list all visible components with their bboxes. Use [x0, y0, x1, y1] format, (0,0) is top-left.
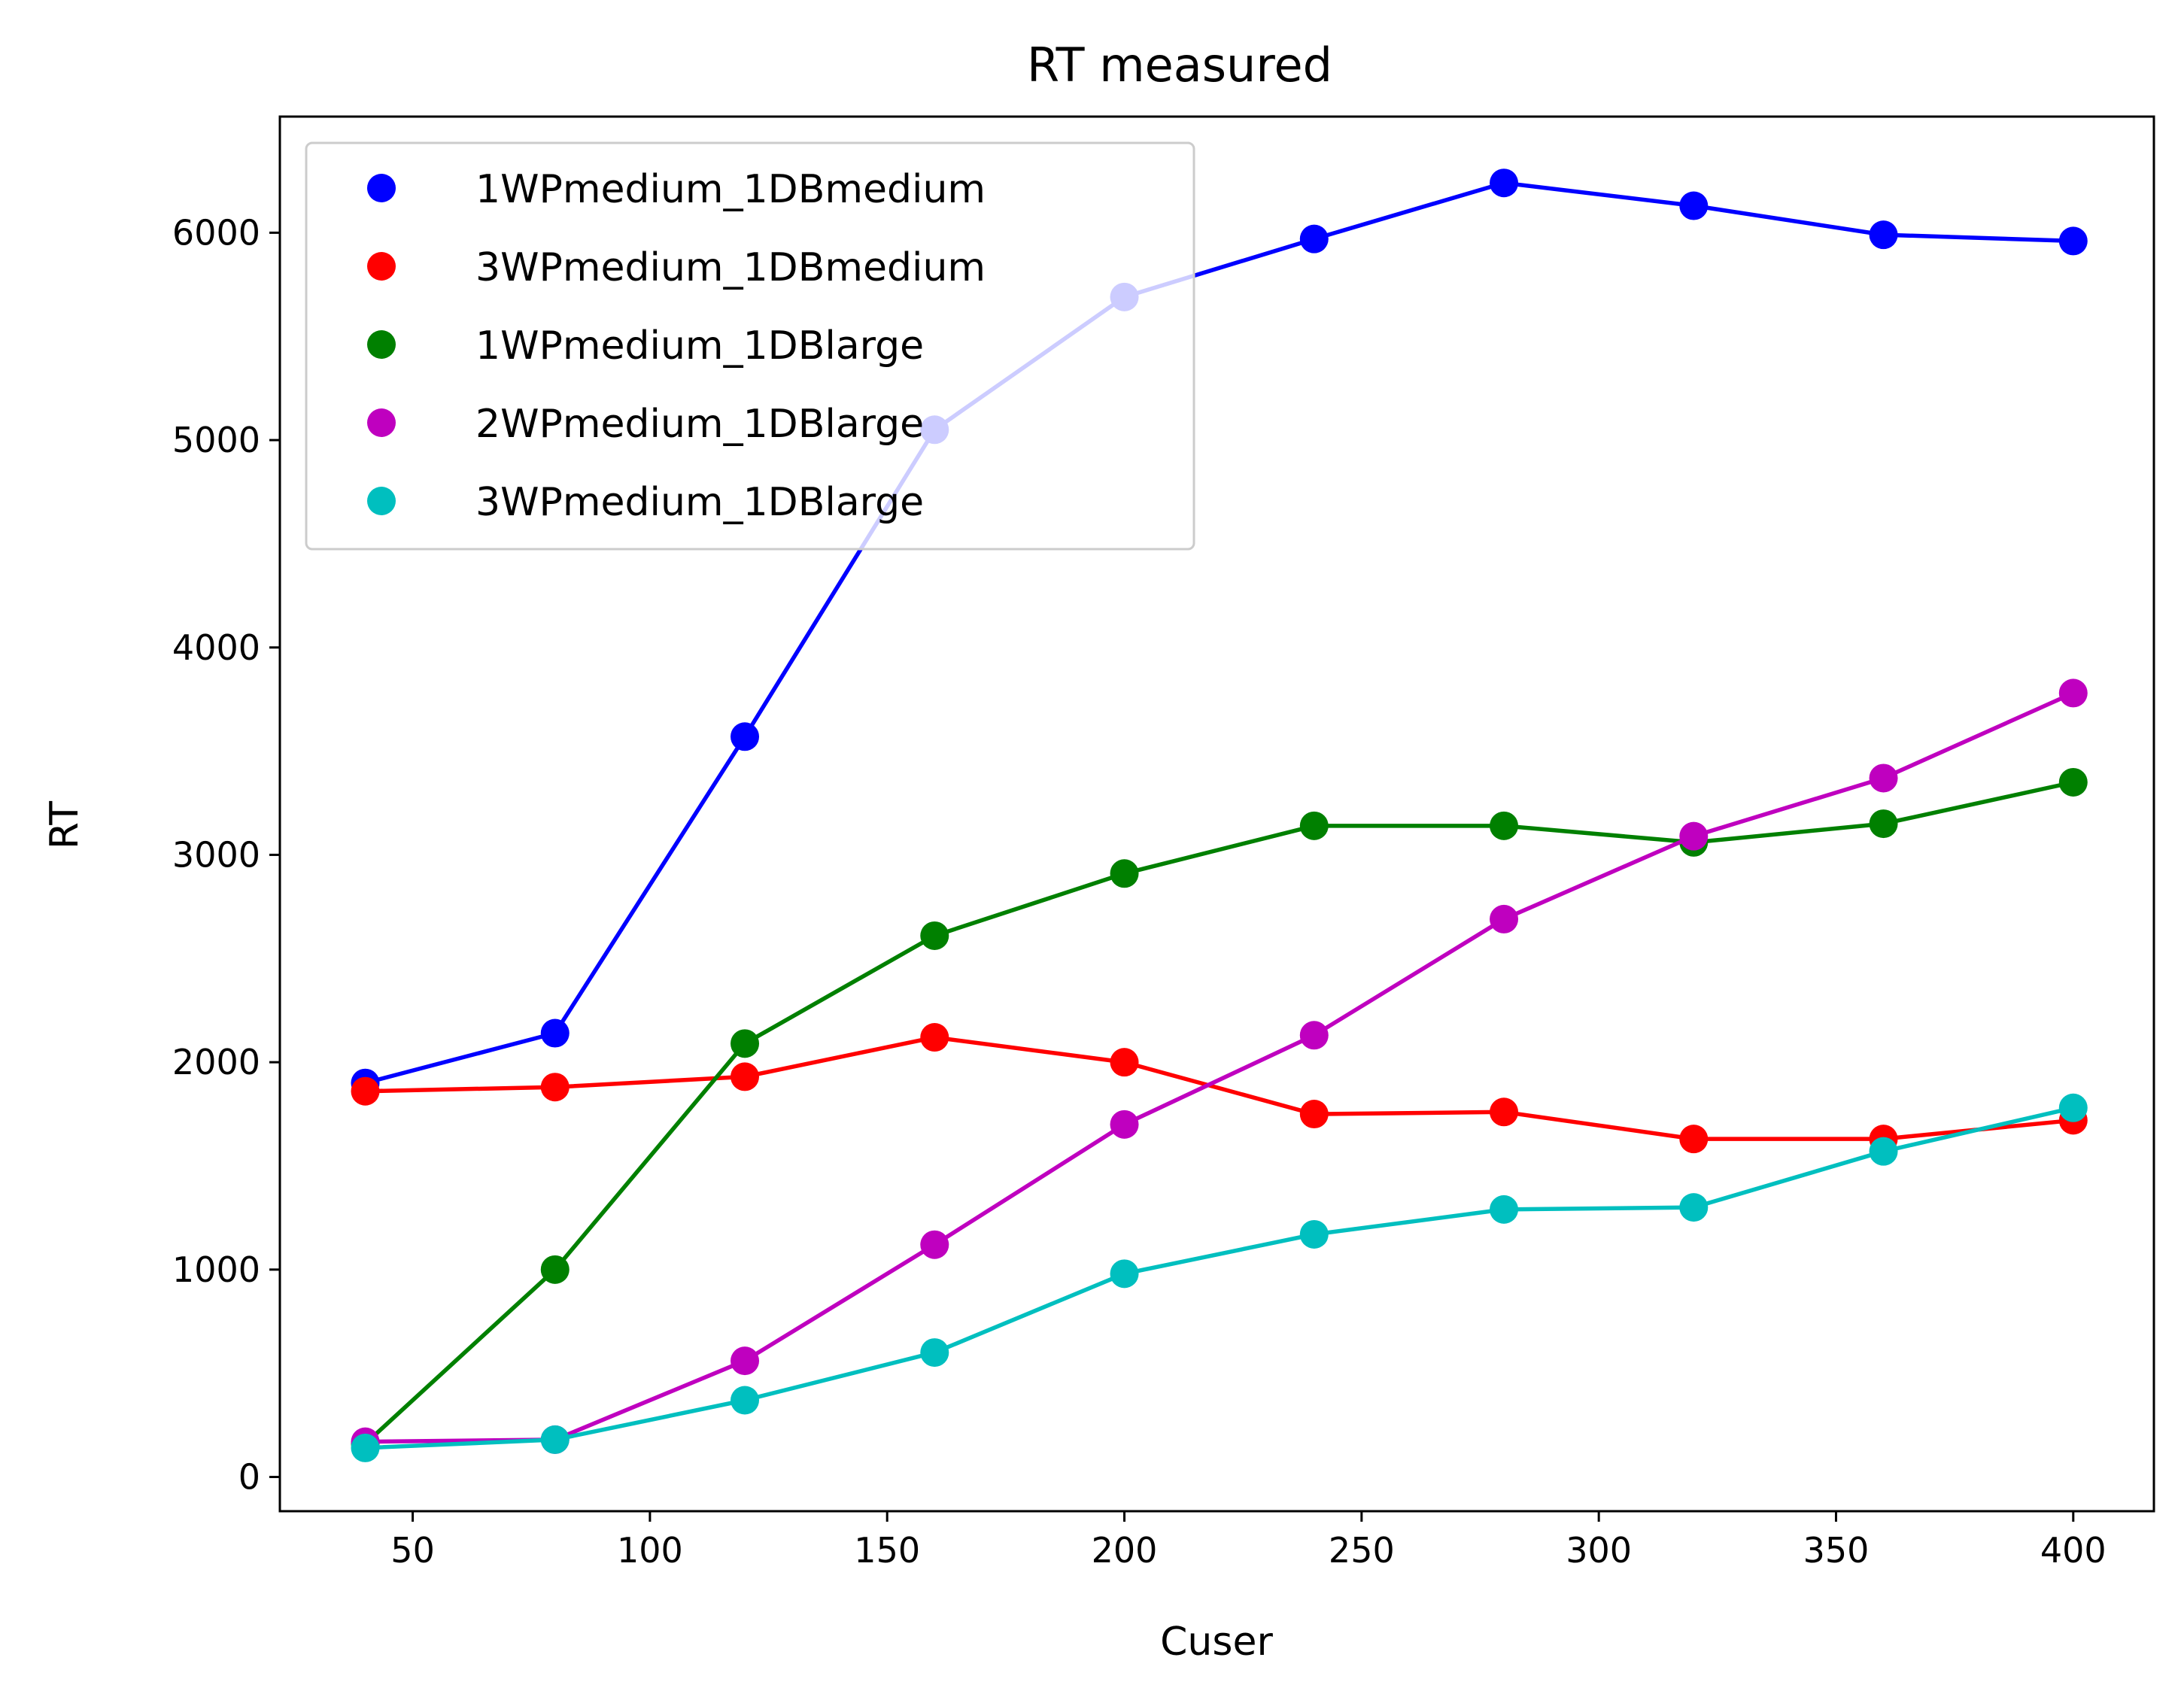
data-point — [1110, 1110, 1139, 1139]
plot-frame — [278, 115, 2155, 1513]
legend-label: 1WPmedium_1DBmedium — [475, 167, 986, 212]
data-point — [1869, 809, 1898, 839]
data-point — [1299, 224, 1329, 253]
legend-item: 2WPmedium_1DBlarge — [367, 402, 924, 447]
data-point — [731, 1386, 760, 1415]
data-point — [540, 1073, 570, 1102]
legend-label: 2WPmedium_1DBlarge — [475, 402, 924, 447]
data-point — [1869, 220, 1898, 250]
data-point — [1490, 904, 1519, 933]
series-line — [363, 780, 2074, 1446]
x-axis: 50 100 150 200 250 300 350 400 — [390, 1511, 2107, 1571]
legend-frame — [305, 141, 1195, 551]
series-3WPmedium_1DBlarge — [351, 1093, 2088, 1462]
data-point — [1299, 1100, 1329, 1129]
data-point — [731, 722, 760, 751]
data-point — [920, 1338, 949, 1368]
x-tick-label: 50 — [390, 1530, 435, 1571]
data-point — [920, 1230, 949, 1259]
y-axis: 0 1000 2000 3000 4000 5000 6000 — [172, 212, 280, 1498]
series-3WPmedium_1DBmedium — [351, 1023, 2088, 1154]
data-point — [1490, 1195, 1519, 1224]
x-tick-label: 300 — [1566, 1530, 1632, 1571]
legend-item: 1WPmedium_1DBlarge — [367, 323, 924, 369]
y-axis-label: RT — [42, 801, 87, 849]
y-tick-label: 6000 — [172, 212, 260, 253]
data-point — [1110, 1259, 1139, 1289]
y-tick-label: 3000 — [172, 834, 260, 875]
data-point — [1490, 811, 1519, 840]
series-line — [364, 181, 2073, 1085]
series-line — [365, 1106, 2074, 1450]
legend-marker — [367, 330, 396, 359]
x-tick-label: 150 — [854, 1530, 920, 1571]
legend-label: 3WPmedium_1DBmedium — [475, 245, 986, 290]
legend-marker — [367, 252, 396, 281]
data-point — [731, 1029, 760, 1058]
x-tick-label: 400 — [2040, 1530, 2107, 1571]
data-point — [351, 1433, 380, 1462]
data-point — [2058, 1093, 2088, 1122]
data-point — [1869, 763, 1898, 793]
x-tick-label: 200 — [1092, 1530, 1158, 1571]
data-point — [1869, 1137, 1898, 1166]
legend-item: 3WPmedium_1DBmedium — [367, 245, 986, 290]
series-line — [365, 691, 2074, 1444]
data-point — [1679, 821, 1709, 851]
legend-marker — [367, 174, 396, 202]
y-tick-label: 4000 — [172, 627, 260, 668]
y-tick-label: 5000 — [172, 420, 260, 460]
data-point — [1299, 1021, 1329, 1050]
data-point — [1679, 1193, 1709, 1222]
legend-marker — [367, 408, 396, 437]
legend-entries: 1WPmedium_1DBmedium 3WPmedium_1DBmedium 1W… — [367, 167, 986, 525]
data-point — [1110, 1048, 1139, 1077]
data-point — [540, 1425, 570, 1454]
data-point — [731, 1062, 760, 1091]
data-point — [920, 921, 949, 950]
data-point — [540, 1018, 570, 1048]
data-point — [1299, 811, 1329, 840]
data-point — [1110, 859, 1139, 888]
y-tick-label: 2000 — [172, 1042, 260, 1082]
legend-label: 3WPmedium_1DBlarge — [475, 480, 924, 525]
y-tick-label: 1000 — [172, 1249, 260, 1290]
x-tick-label: 350 — [1803, 1530, 1870, 1571]
plot-area — [351, 168, 2088, 1462]
data-point — [1299, 1219, 1329, 1249]
legend: 1WPmedium_1DBmedium 3WPmedium_1DBmedium 1W… — [305, 141, 1195, 551]
data-point — [1679, 191, 1709, 220]
x-tick-label: 100 — [617, 1530, 683, 1571]
data-point — [2058, 678, 2088, 708]
data-point — [1490, 168, 1519, 198]
y-tick-label: 0 — [238, 1457, 260, 1498]
legend-marker — [367, 487, 396, 515]
data-point — [351, 1076, 380, 1106]
data-point — [920, 1023, 949, 1052]
data-point — [2058, 226, 2088, 256]
legend-label: 1WPmedium_1DBlarge — [475, 323, 924, 369]
legend-item: 3WPmedium_1DBlarge — [367, 480, 924, 525]
data-point — [1679, 1125, 1709, 1154]
data-point — [2058, 767, 2088, 797]
x-axis-label: Cuser — [1160, 1620, 1273, 1665]
legend-item: 1WPmedium_1DBmedium — [367, 167, 986, 212]
data-point — [540, 1255, 570, 1284]
data-point — [1490, 1097, 1519, 1127]
x-tick-label: 250 — [1329, 1530, 1395, 1571]
data-point — [731, 1346, 760, 1376]
series-line — [365, 1035, 2074, 1141]
chart-title: RT measured — [1027, 38, 1332, 93]
